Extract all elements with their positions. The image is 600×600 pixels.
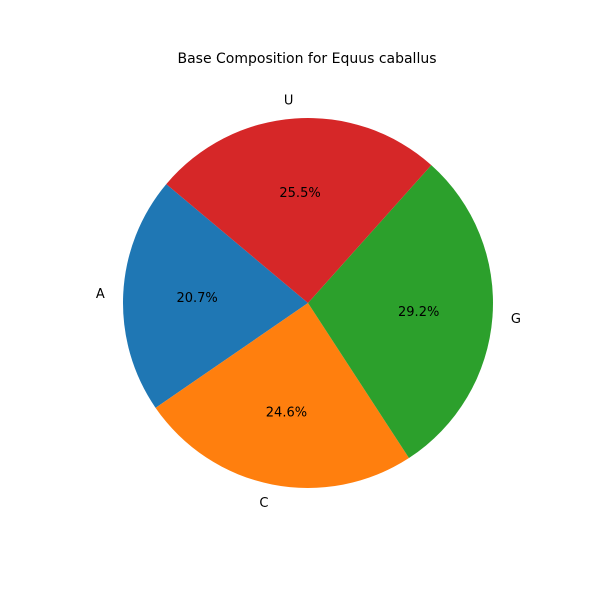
pie-slice-g (308, 165, 493, 459)
slice-label-c: C (259, 496, 268, 511)
pie-slice-u (166, 117, 432, 303)
slice-label-u: U (284, 94, 294, 109)
pie-labels: A 20.7% C 24.6% G 29.2% U 25.5% (96, 94, 521, 512)
pie-slice-a (122, 184, 308, 408)
pie-slice-c (155, 303, 409, 488)
slice-label-g: G (511, 312, 521, 327)
slice-label-a: A (96, 287, 105, 302)
pct-label-u: 25.5% (279, 186, 320, 201)
chart-title: Base Composition for Equus caballus (177, 51, 436, 67)
pct-label-a: 20.7% (176, 291, 217, 306)
pct-label-g: 29.2% (398, 305, 439, 320)
pct-label-c: 24.6% (266, 405, 307, 420)
pie-slices (122, 117, 493, 488)
